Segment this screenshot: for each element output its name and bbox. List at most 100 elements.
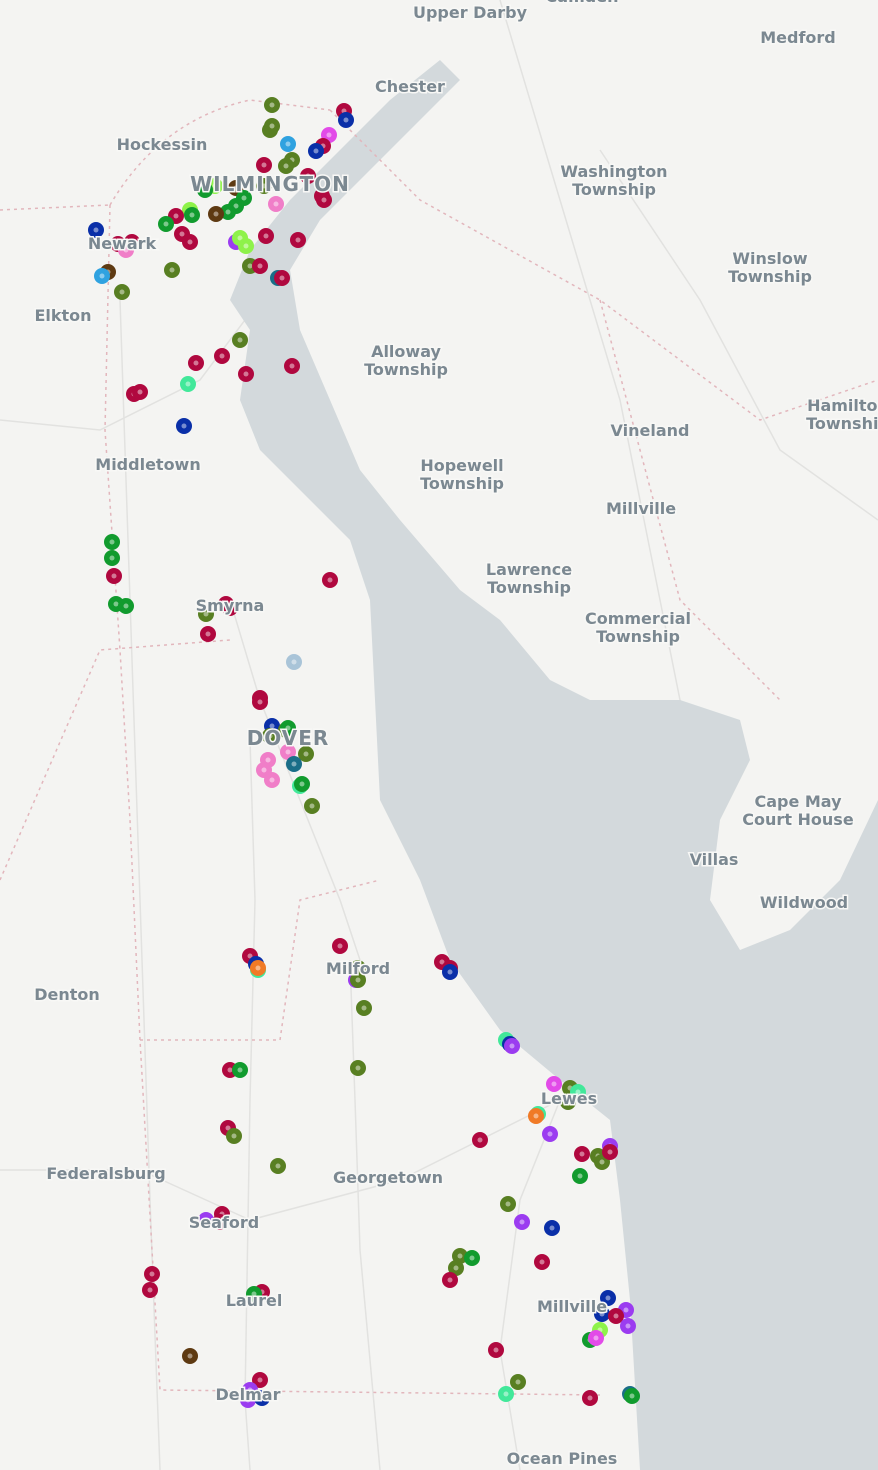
marker-center bbox=[251, 1291, 257, 1297]
marker-center bbox=[217, 1219, 223, 1225]
marker bbox=[176, 418, 192, 434]
place-label: Cape May Court House bbox=[742, 792, 854, 829]
place-label: Elkton bbox=[34, 306, 91, 325]
place-label-line: Court House bbox=[742, 810, 854, 829]
marker-center bbox=[565, 1099, 571, 1105]
marker bbox=[284, 358, 300, 374]
place-label: WILMINGTON bbox=[190, 172, 350, 196]
marker bbox=[600, 1290, 616, 1306]
marker bbox=[238, 366, 254, 382]
marker-center bbox=[93, 227, 99, 233]
place-label: Lawrence Township bbox=[486, 560, 572, 597]
marker bbox=[264, 118, 280, 134]
place-label: Federalsburg bbox=[46, 1164, 165, 1183]
marker bbox=[322, 572, 338, 588]
marker-center bbox=[279, 275, 285, 281]
place-label-line: Villas bbox=[690, 850, 739, 869]
place-label-line: Washington bbox=[560, 162, 667, 181]
marker-center bbox=[355, 1065, 361, 1071]
marker-center bbox=[447, 969, 453, 975]
marker bbox=[268, 196, 284, 212]
marker bbox=[180, 376, 196, 392]
marker-center bbox=[265, 757, 271, 763]
labels: Upper Darby Camden Medford Chester Hockessin… bbox=[33, 0, 878, 1470]
marker bbox=[514, 1214, 530, 1230]
place-label: Wildwood bbox=[760, 893, 848, 912]
marker bbox=[588, 1330, 604, 1346]
marker-center bbox=[237, 235, 243, 241]
marker-center bbox=[237, 337, 243, 343]
marker bbox=[608, 1308, 624, 1324]
place-label: Upper Darby bbox=[413, 3, 528, 22]
marker bbox=[442, 1272, 458, 1288]
place-label-line: Cape May bbox=[754, 792, 842, 811]
place-label: Villas bbox=[690, 850, 739, 869]
marker-center bbox=[269, 777, 275, 783]
place-label-line: Medford bbox=[760, 28, 836, 47]
marker-center bbox=[113, 601, 119, 607]
place-label: Laurel bbox=[226, 1291, 283, 1310]
marker-center bbox=[587, 1395, 593, 1401]
marker-center bbox=[579, 1151, 585, 1157]
marker bbox=[252, 694, 268, 710]
place-label: Denton bbox=[34, 985, 100, 1004]
marker bbox=[488, 1342, 504, 1358]
place-label-line: Hamilton bbox=[807, 396, 878, 415]
place-label: Chester bbox=[375, 77, 445, 96]
marker-center bbox=[202, 187, 208, 193]
marker-center bbox=[321, 197, 327, 203]
marker-center bbox=[605, 1295, 611, 1301]
marker-center bbox=[285, 141, 291, 147]
marker bbox=[278, 158, 294, 174]
marker-center bbox=[551, 1081, 557, 1087]
marker bbox=[144, 1266, 160, 1282]
marker-center bbox=[147, 1287, 153, 1293]
marker bbox=[300, 168, 316, 184]
place-label-line: Commercial bbox=[585, 609, 691, 628]
place-label-line: Millville bbox=[537, 1297, 607, 1316]
marker-center bbox=[309, 803, 315, 809]
place-label-line: Millville bbox=[606, 499, 676, 518]
marker-center bbox=[255, 965, 261, 971]
marker bbox=[316, 192, 332, 208]
marker bbox=[624, 1388, 640, 1404]
marker bbox=[602, 1144, 618, 1160]
marker bbox=[280, 744, 296, 760]
marker bbox=[274, 270, 290, 286]
marker-center bbox=[241, 195, 247, 201]
marker bbox=[184, 207, 200, 223]
marker-center bbox=[447, 1277, 453, 1283]
marker-center bbox=[257, 263, 263, 269]
marker-center bbox=[355, 977, 361, 983]
marker bbox=[188, 355, 204, 371]
marker bbox=[256, 157, 272, 173]
place-label-line: Elkton bbox=[34, 306, 91, 325]
marker-center bbox=[247, 1387, 253, 1393]
marker bbox=[226, 1128, 242, 1144]
place-label: Georgetown bbox=[333, 1168, 443, 1187]
place-label: Winslow Township bbox=[728, 249, 812, 286]
place-label-line: Township bbox=[806, 414, 878, 433]
marker-center bbox=[515, 1379, 521, 1385]
marker bbox=[308, 143, 324, 159]
place-label: Lewes bbox=[541, 1089, 597, 1108]
marker-center bbox=[599, 1159, 605, 1165]
water bbox=[230, 60, 878, 1470]
marker bbox=[220, 204, 236, 220]
marker-center bbox=[503, 1391, 509, 1397]
marker-center bbox=[257, 699, 263, 705]
marker-center bbox=[219, 353, 225, 359]
marker-center bbox=[247, 953, 253, 959]
marker-center bbox=[361, 1005, 367, 1011]
marker bbox=[258, 228, 274, 244]
marker-center bbox=[269, 723, 275, 729]
place-label-line: Georgetown bbox=[333, 1168, 443, 1187]
state-borders bbox=[0, 99, 878, 1396]
marker bbox=[250, 960, 266, 976]
marker-center bbox=[237, 1067, 243, 1073]
marker-center bbox=[193, 360, 199, 366]
marker-center bbox=[303, 751, 309, 757]
place-label-line: Denton bbox=[34, 985, 100, 1004]
